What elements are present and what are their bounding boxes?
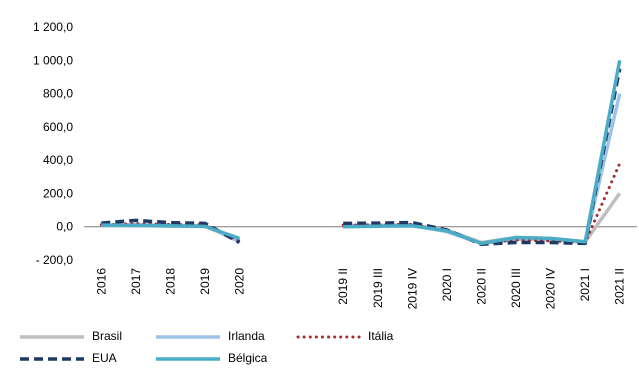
series-line-brasil bbox=[343, 192, 622, 245]
x-tick-label: 2020 IV bbox=[544, 268, 558, 309]
x-tick-label: 2016 bbox=[94, 268, 108, 295]
y-tick-label: 400,0 bbox=[43, 153, 73, 167]
x-tick-label: 2020 I bbox=[440, 268, 454, 301]
y-axis: 1 200,0 1 000,0 800,0 600,0 400,0 200,0 0,0 - 2… bbox=[33, 20, 73, 267]
y-tick-label: 1 000,0 bbox=[33, 53, 73, 67]
y-tick-label: - 200,0 bbox=[36, 253, 74, 267]
x-tick-label: 2020 III bbox=[509, 268, 523, 308]
y-tick-label: 1 200,0 bbox=[33, 20, 73, 34]
x-tick-label: 2021 II bbox=[613, 268, 627, 305]
x-tick-label: 2019 bbox=[198, 268, 212, 295]
x-tick-label: 2021 I bbox=[578, 268, 592, 301]
series-line-irlanda bbox=[343, 93, 622, 246]
series-line-bélgica bbox=[101, 223, 241, 241]
legend-label: Irlanda bbox=[228, 329, 265, 343]
series-line-bélgica bbox=[343, 59, 622, 246]
series-line-eua bbox=[343, 68, 622, 246]
legend-label: Bélgica bbox=[228, 351, 268, 365]
legend: Brasil Irlanda Itália EUA Bélgica bbox=[0, 326, 639, 371]
x-tick-label: 2018 bbox=[163, 268, 177, 295]
x-tick-label: 2019 IV bbox=[405, 268, 419, 309]
plot-area bbox=[99, 59, 622, 246]
y-tick-label: 0,0 bbox=[56, 220, 73, 234]
legend-label: Itália bbox=[368, 329, 394, 343]
x-tick-label: 2017 bbox=[129, 268, 143, 295]
x-tick-label: 2020 II bbox=[474, 268, 488, 305]
legend-label: EUA bbox=[92, 351, 117, 365]
x-tick-label: 2019 II bbox=[336, 268, 350, 305]
line-chart: 1 200,0 1 000,0 800,0 600,0 400,0 200,0 0,0 - 2… bbox=[33, 20, 637, 309]
y-tick-label: 600,0 bbox=[43, 120, 73, 134]
x-tick-label: 2019 III bbox=[371, 268, 385, 308]
y-tick-label: 200,0 bbox=[43, 186, 73, 200]
x-tick-label: 2020 bbox=[233, 268, 247, 295]
legend-label: Brasil bbox=[92, 329, 123, 343]
y-tick-label: 800,0 bbox=[43, 87, 73, 101]
x-axis: 2016 2017 2018 2019 2020 2019 II 2019 III 2019 … bbox=[84, 226, 637, 309]
series-line-itália bbox=[341, 162, 622, 245]
